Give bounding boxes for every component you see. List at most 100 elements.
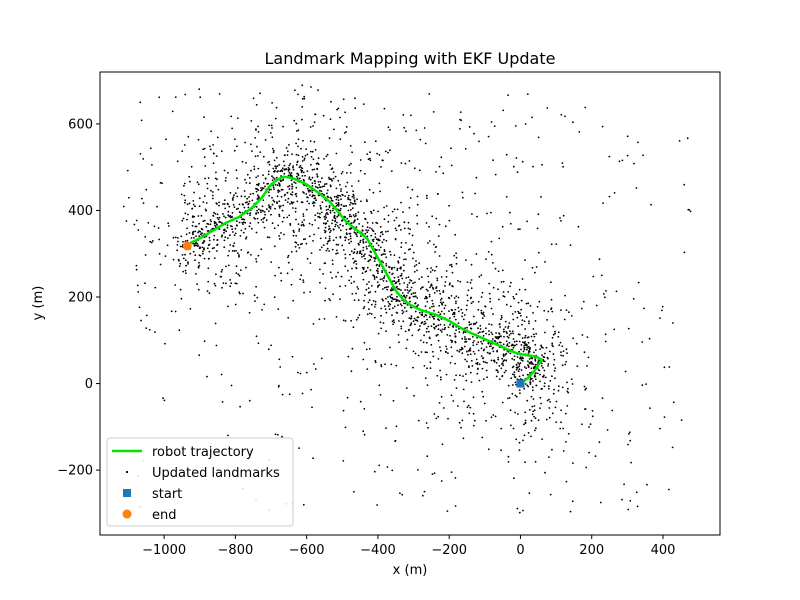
landmark-point bbox=[206, 187, 209, 190]
landmark-point bbox=[608, 195, 611, 198]
landmark-point bbox=[516, 316, 519, 319]
landmark-point bbox=[353, 299, 356, 301]
landmark-point bbox=[524, 341, 526, 343]
landmark-point bbox=[147, 222, 150, 224]
landmark-point bbox=[321, 201, 324, 204]
landmark-point bbox=[281, 393, 284, 396]
landmark-point bbox=[356, 252, 358, 255]
landmark-point bbox=[359, 235, 362, 238]
landmark-point bbox=[431, 215, 434, 218]
landmark-point bbox=[339, 285, 341, 288]
landmark-point bbox=[384, 363, 386, 366]
landmark-point bbox=[344, 320, 347, 322]
landmark-point bbox=[385, 263, 388, 265]
landmark-point bbox=[249, 193, 252, 196]
landmark-point bbox=[438, 402, 441, 404]
landmark-point bbox=[349, 213, 351, 216]
landmark-point bbox=[324, 183, 326, 186]
landmark-point bbox=[289, 193, 292, 196]
landmark-point bbox=[203, 219, 206, 222]
landmark-point bbox=[240, 249, 243, 251]
landmark-point bbox=[306, 153, 309, 156]
landmark-point bbox=[482, 334, 485, 337]
landmark-point bbox=[449, 282, 451, 285]
landmark-point bbox=[328, 137, 331, 140]
landmark-point bbox=[317, 194, 320, 197]
landmark-point bbox=[206, 182, 209, 185]
landmark-point bbox=[439, 292, 442, 295]
landmark-point bbox=[179, 245, 182, 248]
landmark-point bbox=[241, 221, 244, 224]
landmark-point bbox=[527, 302, 530, 305]
landmark-point bbox=[396, 208, 399, 211]
landmark-point bbox=[231, 127, 234, 130]
landmark-point bbox=[286, 150, 289, 153]
landmark-point bbox=[367, 291, 370, 294]
landmark-point bbox=[454, 308, 457, 311]
landmark-point bbox=[532, 389, 534, 392]
landmark-point bbox=[354, 107, 357, 110]
landmark-point bbox=[216, 243, 219, 246]
landmark-point bbox=[423, 334, 425, 337]
landmark-point bbox=[202, 250, 204, 253]
landmark-point bbox=[302, 215, 305, 218]
landmark-point bbox=[531, 413, 534, 416]
landmark-point bbox=[236, 224, 238, 227]
landmark-point bbox=[381, 270, 383, 272]
landmark-point bbox=[223, 246, 226, 249]
landmark-point bbox=[405, 294, 408, 297]
landmark-point bbox=[507, 384, 510, 387]
landmark-point bbox=[480, 309, 483, 312]
landmark-point bbox=[627, 327, 630, 330]
landmark-point bbox=[203, 247, 205, 250]
landmark-point bbox=[311, 195, 314, 198]
landmark-point bbox=[409, 324, 412, 327]
landmark-point bbox=[278, 164, 281, 166]
landmark-point bbox=[661, 305, 664, 308]
landmark-point bbox=[546, 399, 549, 402]
landmark-point bbox=[552, 392, 555, 395]
landmark-point bbox=[142, 202, 145, 205]
landmark-point bbox=[460, 348, 463, 351]
landmark-point bbox=[239, 292, 241, 295]
landmark-point bbox=[417, 419, 420, 422]
landmark-point bbox=[234, 227, 237, 230]
landmark-point bbox=[174, 236, 177, 239]
landmark-point bbox=[484, 305, 486, 308]
landmark-point bbox=[498, 365, 501, 367]
landmark-point bbox=[202, 220, 205, 223]
landmark-point bbox=[182, 270, 185, 273]
landmark-point bbox=[518, 288, 521, 291]
landmark-point bbox=[428, 330, 430, 333]
landmark-point bbox=[454, 340, 457, 343]
landmark-point bbox=[151, 164, 153, 166]
landmark-point bbox=[501, 269, 504, 272]
landmark-point bbox=[383, 107, 386, 110]
landmark-point bbox=[479, 331, 481, 333]
landmark-point bbox=[257, 194, 259, 197]
landmark-point bbox=[425, 331, 428, 333]
landmark-point bbox=[272, 176, 275, 179]
landmark-point bbox=[392, 319, 395, 322]
landmark-point bbox=[284, 199, 287, 202]
landmark-point bbox=[532, 333, 535, 336]
landmark-point bbox=[246, 201, 248, 204]
landmark-point bbox=[414, 302, 416, 305]
landmark-point bbox=[365, 245, 368, 248]
landmark-point bbox=[431, 286, 434, 289]
legend: robot trajectory Updated landmarks start… bbox=[106, 437, 294, 527]
landmark-point bbox=[235, 282, 238, 285]
landmark-point bbox=[410, 322, 413, 324]
landmark-point bbox=[339, 229, 342, 232]
landmark-point bbox=[366, 231, 369, 234]
landmark-point bbox=[519, 356, 522, 358]
landmark-point bbox=[383, 250, 386, 253]
landmark-point bbox=[445, 373, 448, 376]
landmark-point bbox=[423, 320, 426, 323]
landmark-point bbox=[269, 132, 272, 134]
landmark-point bbox=[380, 327, 382, 330]
landmark-point bbox=[362, 241, 365, 244]
landmark-point bbox=[327, 196, 330, 199]
landmark-point bbox=[198, 235, 201, 238]
landmark-point bbox=[317, 157, 320, 160]
